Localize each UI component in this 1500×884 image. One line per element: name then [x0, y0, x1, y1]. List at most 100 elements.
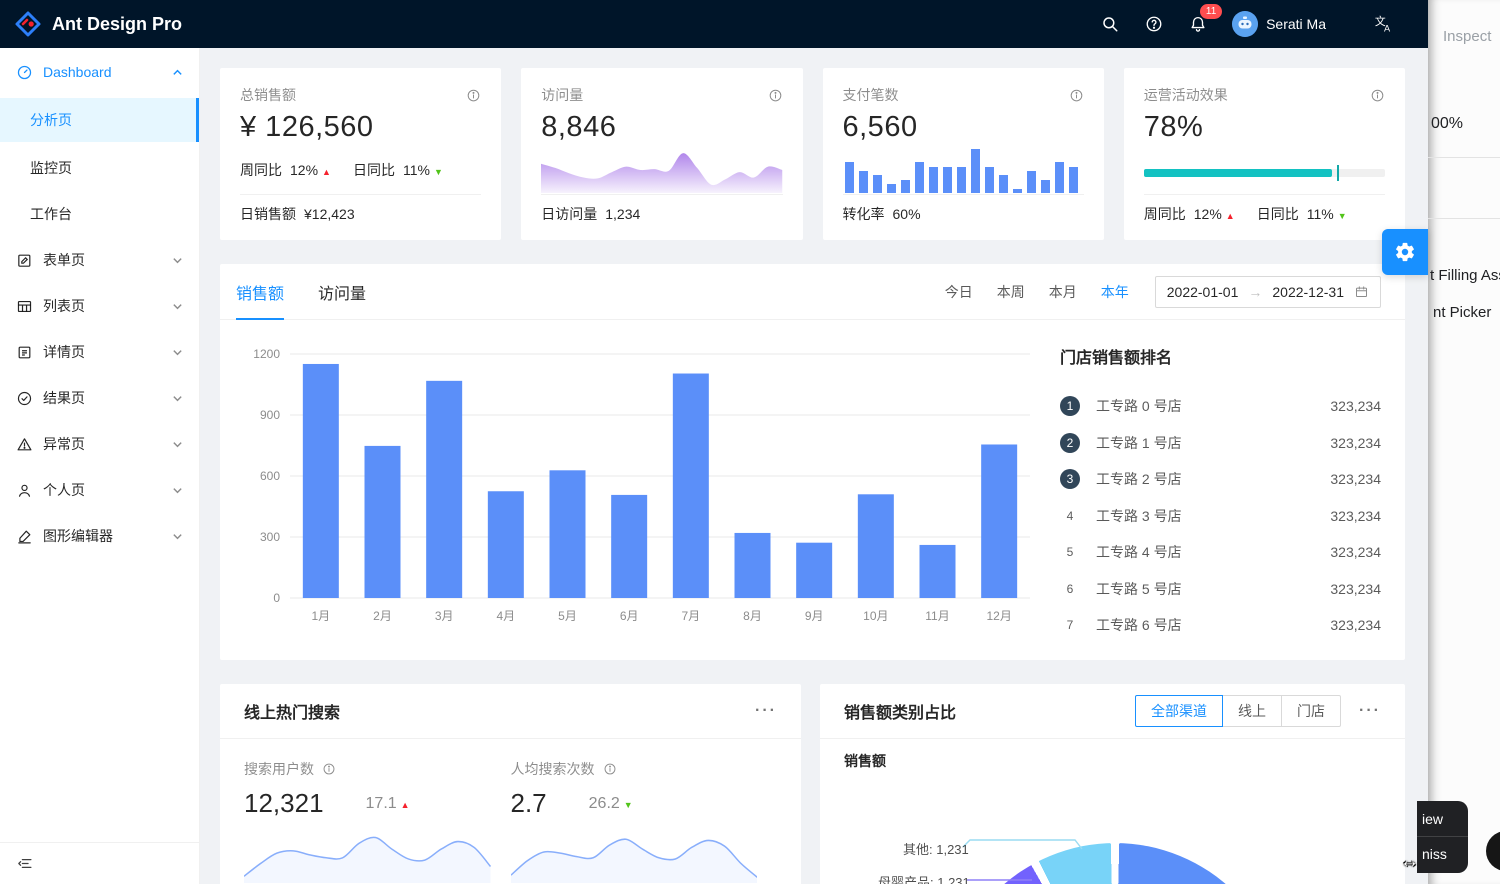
sidebar-item-form[interactable]: 表单页: [0, 240, 199, 280]
sidebar-item-analysis[interactable]: 分析页: [0, 98, 199, 142]
tab-visits[interactable]: 访问量: [318, 285, 367, 303]
panel-menu-item[interactable]: t Filling Assi: [1430, 267, 1500, 284]
operations-progress-bar: [1143, 165, 1385, 181]
panel-menu-item[interactable]: nt Picker: [1433, 304, 1492, 321]
svg-text:600: 600: [260, 469, 280, 483]
sales-category-card: 销售额类别占比 全部渠道 线上 门店 ··· 销售额: [820, 684, 1405, 884]
main-content: 总销售额 ¥ 126,560 周同比 12% ▲ 日同比 11% ▼ 日销售额 ¥12,4…: [200, 48, 1428, 884]
sidebar-item-label: 监控页: [30, 160, 72, 176]
user-name: Serati Ma: [1266, 16, 1326, 32]
date-range-picker[interactable]: 2022-01-01 → 2022-12-31: [1154, 275, 1381, 308]
store-sales-value: 323,234: [1330, 544, 1381, 561]
sales-overview-card: 销售额 访问量 今日 本周 本月 本年 2022-01-01 → 2022-12…: [220, 264, 1405, 660]
info-icon[interactable]: [466, 88, 481, 103]
stat-value: 8,846: [541, 111, 617, 143]
sidebar-item-account[interactable]: 个人页: [0, 470, 199, 510]
app-title: Ant Design Pro: [52, 13, 183, 34]
channel-all-button[interactable]: 全部渠道: [1135, 695, 1224, 727]
info-icon[interactable]: [1069, 88, 1084, 103]
caret-up-icon: ▲: [400, 800, 410, 810]
store-sales-value: 323,234: [1330, 471, 1381, 488]
help-icon[interactable]: [1132, 0, 1176, 48]
tab-sales[interactable]: 销售额: [236, 264, 285, 320]
svg-text:7月: 7月: [681, 609, 700, 623]
donut-series-label: 销售额: [844, 753, 886, 769]
info-icon[interactable]: [1370, 88, 1385, 103]
sidebar-item-result[interactable]: 结果页: [0, 378, 199, 418]
more-icon[interactable]: ···: [1359, 702, 1381, 719]
metric-trend: 26.2 ▼: [588, 795, 633, 812]
store-name: 工专路 0 号店: [1096, 398, 1182, 415]
sidebar-item-profile[interactable]: 详情页: [0, 332, 199, 372]
mini-bar: [886, 184, 896, 193]
stat-value: 6,560: [842, 111, 918, 143]
more-icon[interactable]: ···: [755, 702, 777, 719]
sidebar-collapse[interactable]: [0, 842, 199, 884]
info-icon[interactable]: [768, 88, 783, 103]
sidebar-item-label: 工作台: [30, 206, 72, 222]
sidebar-item-list[interactable]: 列表页: [0, 286, 199, 326]
info-icon[interactable]: [603, 762, 617, 776]
sidebar-item-dashboard[interactable]: Dashboard: [0, 52, 199, 92]
svg-text:300: 300: [260, 530, 280, 544]
theme-settings-button[interactable]: [1382, 229, 1428, 275]
notifications-bell-icon[interactable]: 11: [1176, 0, 1223, 48]
chevron-down-icon: [173, 395, 182, 401]
form-icon: [18, 254, 31, 267]
svg-text:文: 文: [1375, 14, 1386, 28]
list-item: 5 工专路 4 号店 323,234: [1060, 534, 1381, 571]
range-arrow-icon: →: [1248, 283, 1263, 300]
user-account[interactable]: Serati Ma: [1220, 0, 1338, 48]
filter-week[interactable]: 本周: [996, 283, 1025, 300]
percent-text: 00%: [1431, 115, 1464, 132]
mini-bar: [984, 167, 994, 193]
inspect-label[interactable]: Inspect: [1443, 28, 1492, 45]
store-sales-value: 323,234: [1330, 398, 1381, 415]
popup-item-dismiss[interactable]: niss: [1417, 836, 1468, 871]
info-icon[interactable]: [322, 762, 336, 776]
sidebar-item-exception[interactable]: 异常页: [0, 424, 199, 464]
popup-item-view[interactable]: iew: [1422, 810, 1444, 827]
channel-store-button[interactable]: 门店: [1281, 695, 1342, 727]
stat-card-total-sales: 总销售额 ¥ 126,560 周同比 12% ▲ 日同比 11% ▼ 日销售额 ¥12,4…: [220, 68, 502, 240]
sidebar-item-workplace[interactable]: 工作台: [0, 194, 199, 234]
sales-card-header: 销售额 访问量 今日 本周 本月 本年 2022-01-01 → 2022-12…: [220, 264, 1405, 320]
mini-bar: [928, 167, 938, 193]
payments-bar-chart: [843, 147, 1084, 193]
profile-icon: [18, 346, 31, 358]
sidebar-item-graph-editor[interactable]: 图形编辑器: [0, 516, 199, 556]
mini-bar: [970, 149, 980, 193]
app-logo[interactable]: Ant Design Pro: [0, 10, 182, 38]
mini-bar: [998, 175, 1008, 193]
stat-card-row: 总销售额 ¥ 126,560 周同比 12% ▲ 日同比 11% ▼ 日销售额 ¥12,4…: [220, 68, 1405, 240]
filter-today[interactable]: 今日: [944, 283, 973, 300]
mini-bar: [1040, 180, 1050, 193]
sidebar-item-monitor[interactable]: 监控页: [0, 148, 199, 188]
list-item: 2 工专路 1 号店 323,234: [1060, 425, 1381, 462]
category-donut-area: 销售额 其他: 1,231 母婴产品: 1,231 家用电器: 4,544: [820, 739, 1405, 884]
stat-card-payments: 支付笔数 6,560 转化率 60%: [822, 68, 1104, 240]
filter-month[interactable]: 本月: [1048, 283, 1077, 300]
sidebar-item-label: 分析页: [30, 112, 72, 128]
sidebar-item-label: 列表页: [43, 298, 85, 314]
svg-text:9月: 9月: [805, 609, 824, 623]
highlight-icon: [18, 530, 31, 543]
dod-trend: 日同比 11% ▼: [352, 162, 443, 178]
caret-down-icon: ▼: [433, 167, 443, 177]
store-sales-value: 323,234: [1330, 507, 1381, 524]
search-icon[interactable]: [1088, 0, 1132, 48]
gear-icon: [1396, 242, 1414, 262]
floating-action-button[interactable]: [1486, 831, 1500, 871]
list-item: 1 工专路 0 号店 323,234: [1060, 388, 1381, 425]
donut-label-maternal: 母婴产品: 1,231: [878, 875, 970, 884]
mini-bar: [1012, 189, 1022, 193]
filter-year[interactable]: 本年: [1100, 283, 1129, 300]
store-name: 工专路 4 号店: [1096, 544, 1182, 561]
rank-number: 6: [1066, 581, 1074, 596]
browser-extension-panel: Inspect 00% t Filling Assi nt Picker: [1428, 0, 1500, 884]
panel-divider: [1428, 218, 1500, 219]
context-popup: iew niss: [1417, 801, 1468, 873]
channel-online-button[interactable]: 线上: [1222, 695, 1283, 727]
